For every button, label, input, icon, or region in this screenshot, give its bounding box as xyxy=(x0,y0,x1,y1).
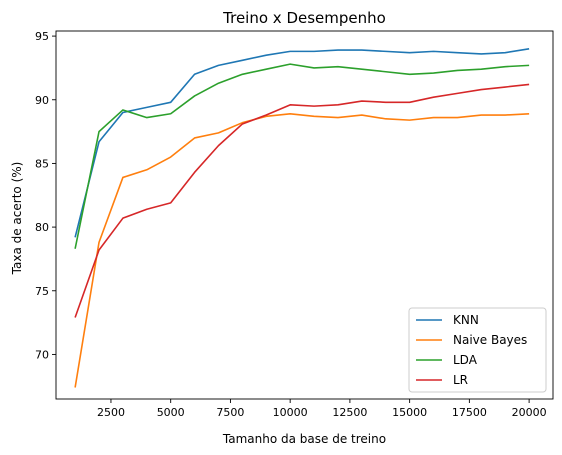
y-tick-label: 95 xyxy=(35,30,49,43)
x-tick-label: 17500 xyxy=(452,406,487,419)
series-line-naive-bayes xyxy=(74,112,530,388)
chart-title: Treino x Desempenho xyxy=(222,9,386,27)
y-tick-label: 70 xyxy=(35,348,49,361)
x-tick-label: 20000 xyxy=(512,406,547,419)
x-tick-label: 2500 xyxy=(97,406,125,419)
legend-label-lda: LDA xyxy=(453,353,478,367)
legend-label-naive-bayes: Naive Bayes xyxy=(453,333,527,347)
y-tick-label: 80 xyxy=(35,221,49,234)
legend: KNN Naive Bayes LDA LR xyxy=(408,307,547,393)
x-tick-label: 15000 xyxy=(392,406,427,419)
x-tick-label: 5000 xyxy=(157,406,185,419)
series-line-lr xyxy=(74,83,530,318)
x-tick-label: 7500 xyxy=(216,406,244,419)
y-axis-label: Taxa de acerto (%) xyxy=(10,162,24,276)
legend-box xyxy=(408,307,547,393)
y-tick-label: 90 xyxy=(35,94,49,107)
x-axis-label: Tamanho da base de treino xyxy=(222,432,386,446)
x-tick-label: 12500 xyxy=(332,406,367,419)
y-tick-label: 75 xyxy=(35,285,49,298)
axes-frame xyxy=(55,30,554,400)
legend-label-knn: KNN xyxy=(453,313,479,327)
series-line-lda xyxy=(74,63,530,249)
legend-label-lr: LR xyxy=(453,373,468,387)
x-tick-label: 10000 xyxy=(273,406,308,419)
y-tick-label: 85 xyxy=(35,157,49,170)
series-line-knn xyxy=(74,48,530,238)
plot-area: 2500 5000 7500 10000 12500 15000 17500 20000 70 7… xyxy=(35,30,554,419)
